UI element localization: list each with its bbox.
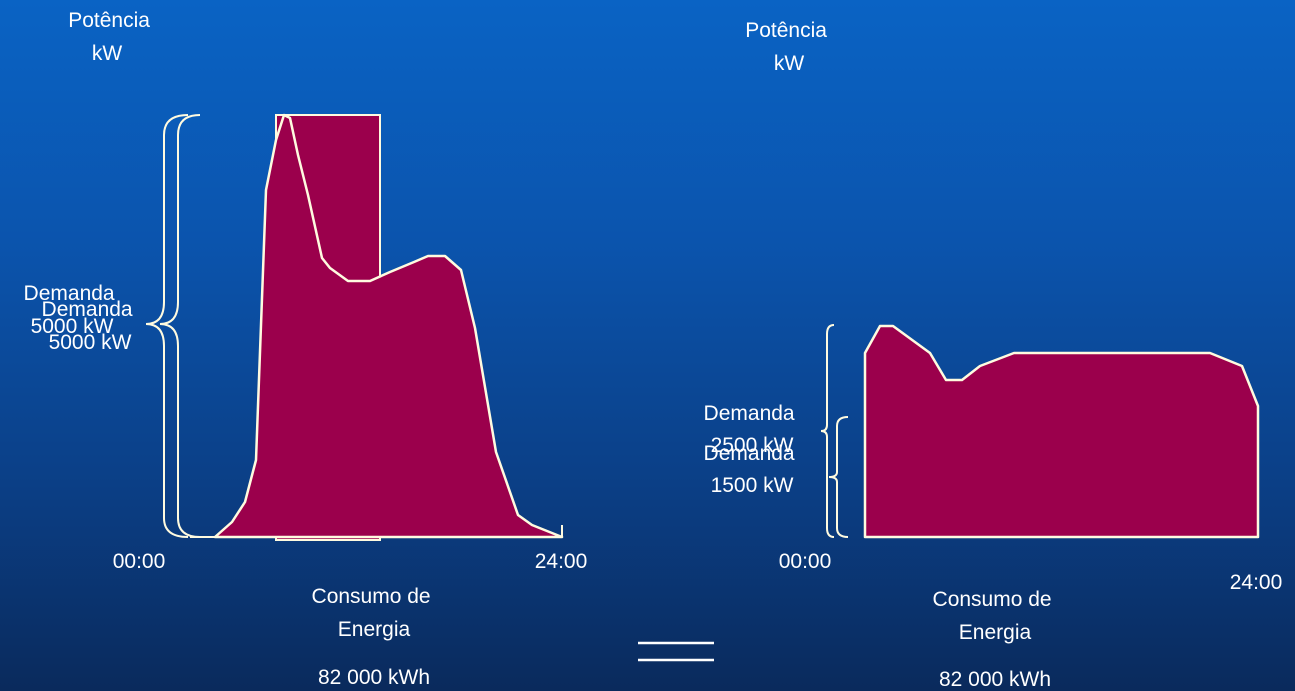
- right-axis-title: Potência kW: [745, 19, 833, 75]
- left-consumption-label: Consumo de Energia: [312, 585, 437, 641]
- left-demand-label-b: Demanda 5000 kW: [42, 298, 139, 354]
- left-load-curve: [213, 113, 564, 539]
- left-consumption-value: 82 000 kWh: [318, 666, 430, 689]
- right-demand-brace-2500: [820, 324, 835, 538]
- right-consumption-label: Consumo de Energia: [933, 588, 1058, 644]
- left-time-start: 00:00: [113, 550, 166, 573]
- left-demand-brace-outer: [145, 114, 189, 538]
- left-axis-title: Potência kW: [68, 9, 156, 65]
- right-consumption-value: 82 000 kWh: [939, 668, 1051, 691]
- left-panel: Potência kW Demanda 5000 kW Demanda 5000…: [24, 9, 588, 689]
- right-demand-label-b: Demanda 1500 kW: [704, 442, 801, 497]
- right-load-curve: [863, 324, 1260, 539]
- right-time-start: 00:00: [779, 550, 832, 573]
- left-time-end: 24:00: [535, 550, 588, 573]
- left-demand-brace-inner: [159, 114, 201, 538]
- right-panel: Potência kW Demanda 2500 kW Demanda 1500…: [704, 19, 1283, 691]
- equals-sign: =: [638, 641, 714, 662]
- left-demand-label-a: Demanda 5000 kW: [24, 282, 121, 338]
- right-demand-label-a: Demanda 2500 kW: [704, 402, 801, 457]
- right-time-end: 24:00: [1230, 571, 1283, 594]
- right-demand-brace-1500: [828, 416, 849, 538]
